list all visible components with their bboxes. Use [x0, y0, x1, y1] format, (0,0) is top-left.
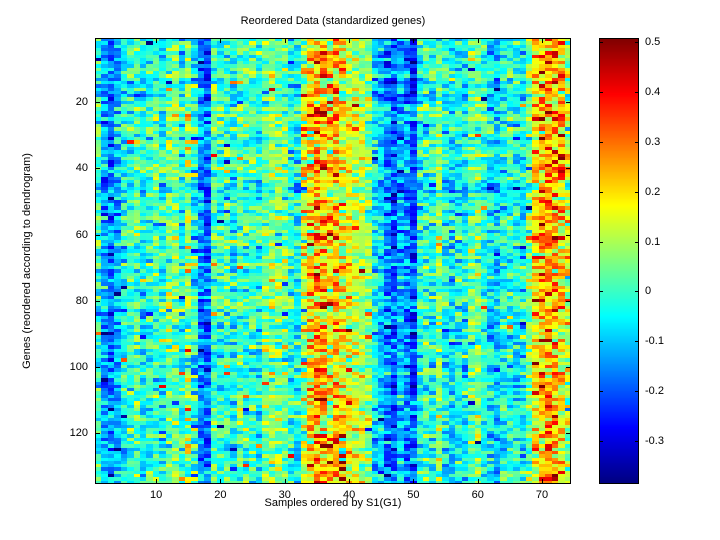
colorbar-tick-mark-right [635, 241, 639, 243]
x-tick-mark [284, 479, 286, 484]
y-tick-mark-right [566, 102, 571, 104]
colorbar-tick-label: -0.1 [645, 335, 664, 348]
colorbar-tick-label: 0.5 [645, 35, 661, 48]
x-tick-mark [413, 479, 415, 484]
y-tick-mark-right [566, 168, 571, 170]
y-tick-mark [95, 102, 100, 104]
colorbar-tick-mark [599, 41, 603, 43]
chart-title: Reordered Data (standardized genes) [240, 15, 426, 27]
x-tick-label: 40 [342, 489, 356, 501]
heatmap-canvas [95, 38, 571, 484]
colorbar-tick-label: 0 [645, 285, 652, 298]
colorbar-tick-mark-right [635, 291, 639, 293]
colorbar-tick-mark [599, 291, 603, 293]
x-tick-mark-top [477, 38, 479, 43]
colorbar-tick-label: 0.4 [645, 85, 661, 98]
colorbar-tick-mark-right [635, 341, 639, 343]
x-tick-mark [349, 479, 351, 484]
y-tick-label: 40 [75, 162, 88, 175]
x-tick-mark-top [156, 38, 158, 43]
colorbar-tick-mark [599, 191, 603, 193]
colorbar-tick-mark [599, 241, 603, 243]
y-tick-mark [95, 300, 100, 302]
colorbar [599, 38, 639, 484]
y-tick-label: 20 [75, 96, 88, 109]
colorbar-tick-label: 0.1 [645, 235, 661, 248]
colorbar-tick-mark-right [635, 191, 639, 193]
x-tick-mark [220, 479, 222, 484]
colorbar-tick-mark [599, 391, 603, 393]
x-tick-mark-top [220, 38, 222, 43]
colorbar-tick-label: 0.2 [645, 185, 661, 198]
y-tick-label: 120 [69, 426, 88, 439]
x-tick-label: 60 [471, 489, 484, 501]
colorbar-tick-mark-right [635, 141, 639, 143]
y-tick-label: 80 [75, 294, 88, 307]
x-tick-mark [477, 479, 479, 484]
colorbar-tick-mark-right [635, 391, 639, 393]
y-tick-mark [95, 366, 100, 368]
colorbar-tick-mark [599, 441, 603, 443]
x-tick-label: 70 [535, 489, 549, 501]
x-tick-label: 30 [278, 489, 291, 501]
x-tick-mark-top [284, 38, 286, 43]
x-tick-label: 10 [149, 489, 163, 501]
y-tick-mark-right [566, 432, 571, 434]
heatmap-plot-area [95, 38, 571, 484]
x-tick-mark [156, 479, 158, 484]
y-tick-mark-right [566, 234, 571, 236]
colorbar-tick-label: 0.3 [645, 135, 661, 148]
colorbar-tick-mark-right [635, 41, 639, 43]
y-tick-label: 100 [69, 360, 88, 373]
colorbar-canvas [599, 38, 639, 484]
y-tick-mark-right [566, 300, 571, 302]
colorbar-tick-mark [599, 341, 603, 343]
y-tick-label: 60 [75, 228, 88, 241]
y-tick-mark [95, 432, 100, 434]
colorbar-tick-label: -0.3 [645, 435, 664, 448]
x-tick-mark-top [413, 38, 415, 43]
x-tick-mark-top [542, 38, 544, 43]
colorbar-tick-mark [599, 141, 603, 143]
x-tick-label: 20 [214, 489, 227, 501]
y-tick-mark [95, 234, 100, 236]
x-tick-label: 50 [407, 489, 420, 501]
y-axis-label: Genes (reordered according to dendrogram… [21, 153, 33, 369]
x-axis-label: Samples ordered by S1(G1) [264, 497, 402, 509]
y-tick-mark-right [566, 366, 571, 368]
colorbar-tick-label: -0.2 [645, 385, 664, 398]
colorbar-tick-mark-right [635, 91, 639, 93]
x-tick-mark-top [349, 38, 351, 43]
x-tick-mark [542, 479, 544, 484]
colorbar-tick-mark [599, 91, 603, 93]
y-tick-mark [95, 168, 100, 170]
colorbar-tick-mark-right [635, 441, 639, 443]
